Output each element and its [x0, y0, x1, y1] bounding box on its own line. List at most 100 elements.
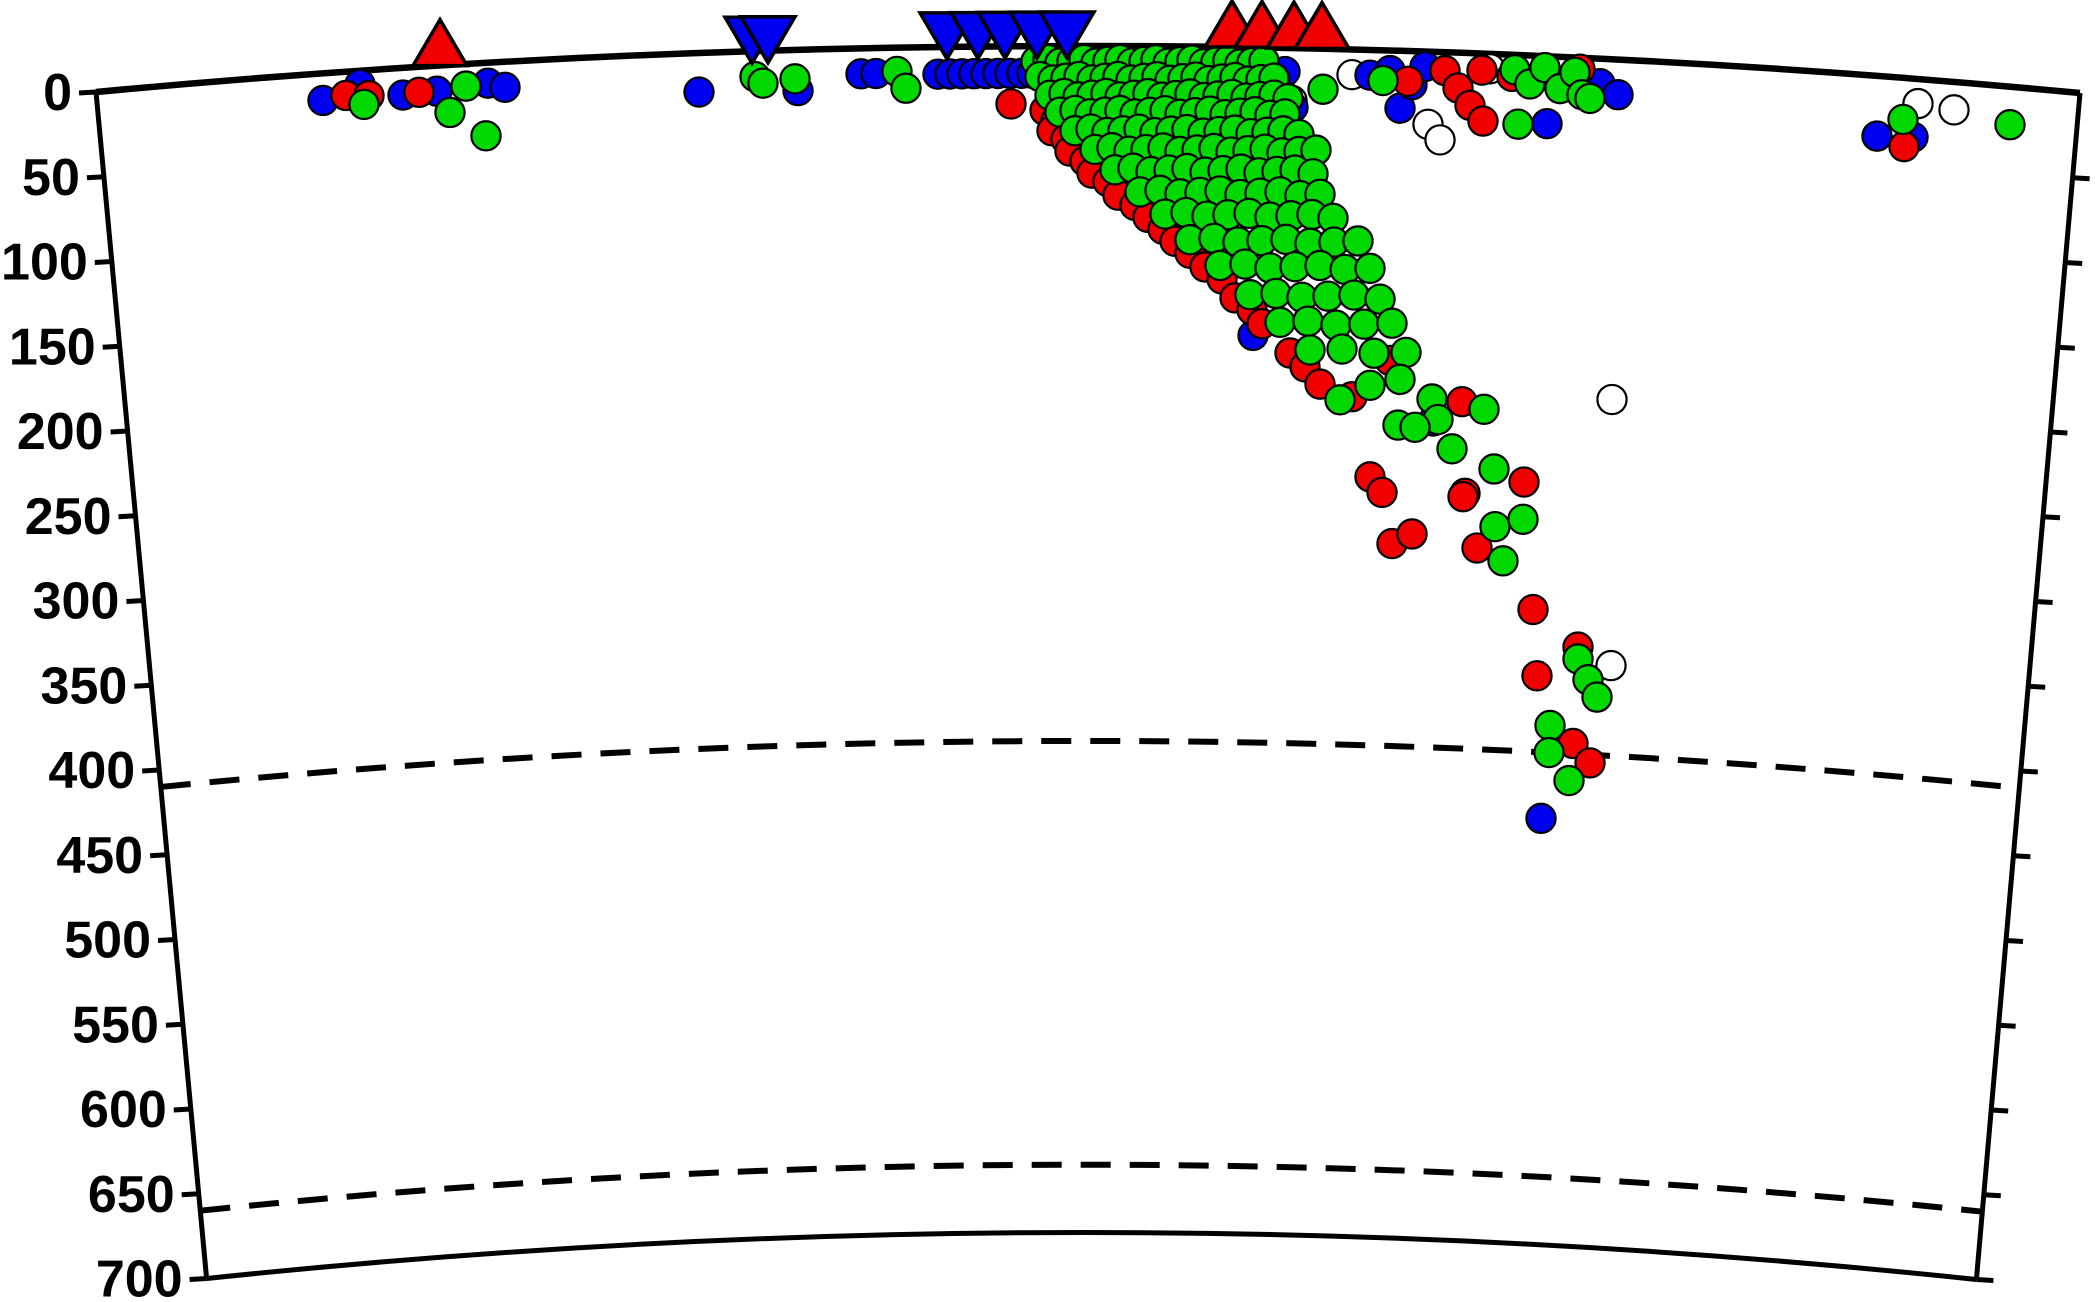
earthquake-point: [1376, 307, 1408, 339]
earthquake-point: [1354, 369, 1386, 402]
earthquake-point: [1534, 709, 1566, 742]
earthquake-point: [1938, 94, 1970, 126]
earthquake-point: [1596, 383, 1628, 416]
earthquake-point: [1525, 802, 1557, 835]
earthquake-point: [1342, 225, 1374, 257]
earthquake-point: [1326, 333, 1358, 365]
earthquake-point: [1264, 306, 1296, 339]
earthquake-point: [1508, 466, 1540, 498]
depth-tick-label: 350: [41, 657, 128, 715]
left-axis-tick: [134, 682, 152, 689]
right-axis-tick: [2057, 344, 2075, 351]
depth-tick-label: 500: [64, 912, 151, 970]
depth-tick-label: 150: [9, 318, 96, 376]
right-axis-tick: [2035, 599, 2053, 605]
earthquake-point: [1354, 252, 1386, 285]
earthquake-point: [403, 76, 435, 109]
earthquake-point: [1507, 503, 1539, 535]
earthquake-point: [434, 96, 466, 129]
earthquake-point: [1478, 453, 1510, 485]
earthquake-point: [1292, 305, 1324, 337]
earthquake-point: [1461, 532, 1493, 564]
depth-tick-label: 700: [96, 1251, 183, 1302]
earthquake-point: [1424, 124, 1456, 156]
left-axis-tick: [173, 1106, 191, 1113]
left-axis-tick: [102, 343, 120, 350]
earthquake-point: [1468, 393, 1500, 425]
station-triangle-icon: [737, 15, 799, 67]
series-green-events: [348, 43, 2026, 797]
right-axis-tick: [2042, 514, 2061, 521]
depth-tick-label: 0: [43, 64, 72, 122]
left-axis-tick: [118, 513, 136, 520]
earthquake-point: [1574, 747, 1606, 779]
earthquake-point: [1888, 130, 1920, 163]
earthquake-point: [1467, 105, 1499, 137]
depth-tick-label: 300: [33, 573, 120, 631]
earthquake-point: [470, 120, 502, 152]
earthquake-point: [1358, 337, 1390, 369]
depth-tick-label: 400: [48, 742, 135, 800]
earthquake-point: [1307, 73, 1339, 105]
earthquake-point: [450, 70, 482, 102]
left-axis-tick: [110, 428, 128, 435]
earthquake-point: [1595, 649, 1627, 682]
earthquake-point: [683, 76, 715, 108]
left-axis-tick: [149, 852, 168, 859]
left-axis-tick: [189, 1276, 207, 1282]
station-triangle-icon: [1036, 10, 1098, 62]
right-axis-tick: [2013, 853, 2031, 860]
earthquake-point: [1234, 278, 1266, 311]
right-axis-tick: [2072, 175, 2090, 182]
earthquake-point: [1521, 660, 1553, 692]
earthquake-point: [1517, 593, 1549, 626]
left-axis-tick: [165, 1021, 184, 1028]
earthquake-point: [1260, 277, 1292, 310]
discontinuity-660km: [199, 1161, 1983, 1215]
earthquake-point: [1887, 103, 1919, 136]
earthquake-point: [1487, 545, 1519, 577]
right-axis-tick: [1991, 1107, 2009, 1114]
volcano-triangle-icon: [1291, 0, 1353, 51]
earthquake-point: [1861, 120, 1893, 152]
earthquake-point: [1602, 79, 1634, 111]
right-axis-tick: [2065, 260, 2083, 266]
bottom-boundary: [206, 1230, 1977, 1282]
depth-tick-label: 100: [1, 234, 88, 292]
right-axis-tick: [2005, 938, 2024, 944]
earthquake-point: [1294, 334, 1326, 366]
depth-tick-label: 450: [56, 827, 143, 885]
earthquake-point: [747, 67, 779, 99]
left-axis-tick: [157, 937, 176, 943]
earthquake-point: [1531, 107, 1563, 140]
earthquake-point: [1574, 82, 1606, 115]
earthquake-point: [489, 71, 521, 104]
depth-tick-label: 250: [25, 488, 112, 546]
right-axis-tick: [1983, 1192, 2001, 1199]
discontinuity-410km: [160, 737, 2020, 791]
right-axis-tick: [2050, 429, 2068, 436]
earthquake-point: [1312, 280, 1344, 312]
left-axis-tick: [78, 89, 97, 96]
left-axis-tick: [126, 598, 144, 604]
right-axis-tick: [1998, 1022, 2016, 1029]
volcano-triangle-icon: [409, 16, 471, 68]
depth-tick-label: 50: [22, 149, 80, 207]
station-markers: [721, 10, 1098, 67]
earthquake-point: [1994, 109, 2026, 141]
earthquake-point: [1366, 476, 1398, 509]
earthquake-point: [1367, 64, 1399, 97]
earthquake-point: [1581, 681, 1613, 713]
earthquake-point: [1338, 279, 1370, 311]
volcano-markers: [409, 0, 1353, 68]
earthquake-point: [1399, 411, 1431, 443]
earthquake-point: [890, 72, 922, 104]
earthquake-point: [348, 88, 380, 121]
depth-tick-label: 600: [80, 1081, 167, 1139]
left-axis-tick: [142, 767, 160, 774]
earthquake-point: [1502, 108, 1534, 140]
earthquake-point: [1324, 384, 1356, 416]
depth-tick-label: 650: [88, 1166, 175, 1224]
earthquake-point: [1529, 51, 1561, 84]
